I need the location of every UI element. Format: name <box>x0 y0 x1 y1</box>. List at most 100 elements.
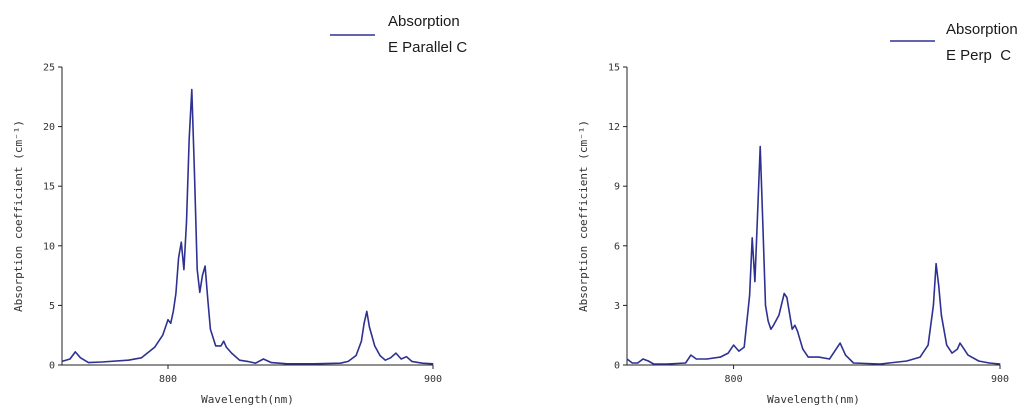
data-point <box>695 358 697 360</box>
y-tick-label: 5 <box>49 301 55 312</box>
data-point <box>999 363 1001 365</box>
data-point <box>959 342 961 344</box>
data-point <box>170 322 172 324</box>
data-point <box>762 225 764 227</box>
data-point <box>405 356 408 358</box>
data-point <box>932 304 935 306</box>
data-point <box>193 173 196 175</box>
data-point <box>828 358 831 360</box>
data-point <box>225 346 227 348</box>
data-point <box>647 360 649 362</box>
data-point <box>339 362 341 364</box>
data-point <box>791 328 793 330</box>
data-point <box>360 340 362 342</box>
data-point <box>432 363 434 365</box>
series-line <box>61 88 434 365</box>
data-point <box>749 294 751 297</box>
data-point <box>374 345 376 347</box>
legend-label-line-1: Absorption <box>388 13 460 30</box>
data-point <box>626 358 628 360</box>
data-point <box>196 269 198 271</box>
data-point <box>756 215 759 217</box>
data-point <box>204 265 206 267</box>
data-point <box>162 334 164 336</box>
data-point <box>183 269 185 271</box>
data-point <box>379 354 381 357</box>
data-point <box>355 354 357 357</box>
data-point <box>286 363 288 365</box>
data-point <box>666 363 668 365</box>
data-point <box>978 360 980 362</box>
data-point <box>685 362 687 364</box>
data-point <box>839 342 841 344</box>
data-point <box>967 354 969 356</box>
data-point <box>188 137 190 140</box>
x-tick-label: 800 <box>159 374 177 385</box>
y-axis-label: Absorption coefficient (cm⁻¹) <box>577 120 590 312</box>
y-tick-label: 10 <box>43 241 55 252</box>
data-point <box>935 263 937 265</box>
data-point <box>411 360 413 362</box>
y-tick-label: 20 <box>43 122 55 133</box>
data-point <box>366 310 368 312</box>
legend-label-line-1: Absorption <box>946 21 1018 38</box>
data-point <box>946 344 948 346</box>
data-point <box>770 328 772 330</box>
data-point <box>180 241 182 243</box>
data-point <box>215 345 217 347</box>
data-point <box>637 362 639 364</box>
y-tick-label: 15 <box>608 63 620 74</box>
data-point <box>140 357 143 359</box>
y-axis-label: Absorption coefficient (cm⁻¹) <box>12 120 25 312</box>
data-point <box>653 363 655 365</box>
data-point <box>69 358 71 360</box>
data-point <box>421 362 423 364</box>
data-point <box>178 257 180 259</box>
y-tick-label: 6 <box>614 241 620 252</box>
data-point <box>154 346 156 348</box>
chart-1: 0 5 10 15 20 25 800 900 Wavelength(nm) Absorption… <box>12 13 467 406</box>
data-point <box>988 362 990 364</box>
data-point <box>390 357 392 359</box>
data-point <box>818 356 820 358</box>
data-point <box>642 358 644 360</box>
data-point <box>754 281 756 283</box>
data-point <box>79 357 82 359</box>
data-point <box>254 362 257 364</box>
data-point <box>61 360 63 362</box>
data-point <box>788 312 791 314</box>
data-point <box>74 351 76 353</box>
data-point <box>87 362 90 364</box>
x-tick-label: 900 <box>991 374 1009 385</box>
data-point <box>751 237 753 239</box>
legend-label-line-2: E Parallel C <box>388 39 467 56</box>
data-point <box>400 358 402 360</box>
data-point <box>127 359 129 361</box>
data-point <box>201 275 203 277</box>
y-tick-label: 9 <box>614 182 620 193</box>
data-point <box>906 360 908 362</box>
y-tick-label: 3 <box>614 301 620 312</box>
data-point <box>719 356 721 358</box>
y-tick-label: 0 <box>49 361 55 372</box>
data-point <box>363 322 365 324</box>
data-point <box>631 362 633 364</box>
chart-2: 0 3 6 9 12 15 800 900 Wavelength(nm) Absorption c… <box>577 21 1018 406</box>
data-point <box>807 356 809 358</box>
data-point <box>347 360 349 362</box>
data-point <box>852 362 855 364</box>
y-tick-label: 12 <box>608 122 620 133</box>
data-point <box>175 292 177 295</box>
legend-label-line-2: E Perp C <box>946 47 1011 64</box>
data-point <box>786 296 788 299</box>
data-point <box>313 363 315 365</box>
data-point <box>706 358 708 360</box>
y-tick-label: 25 <box>43 63 55 74</box>
data-point <box>956 348 959 350</box>
data-point <box>185 221 188 223</box>
data-point <box>191 89 193 91</box>
data-point <box>940 314 943 316</box>
y-tick-label: 0 <box>614 361 620 372</box>
data-point <box>834 350 836 352</box>
data-point <box>231 352 233 354</box>
